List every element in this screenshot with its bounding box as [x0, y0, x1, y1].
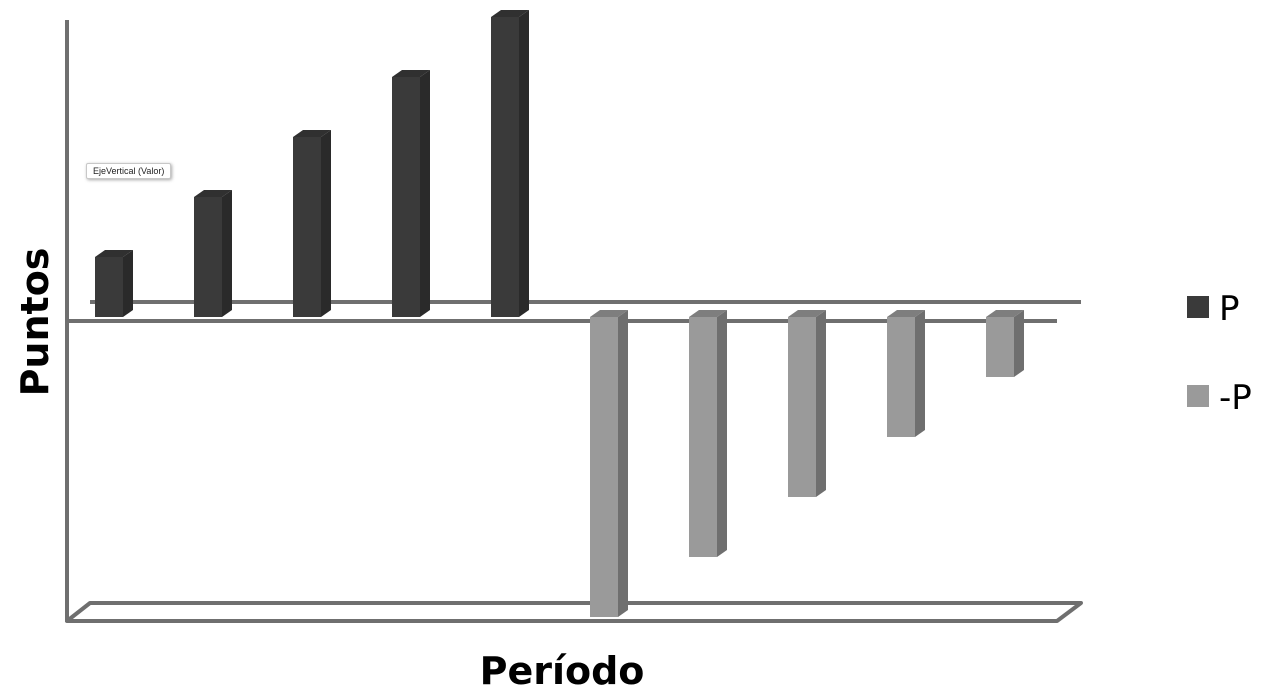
bar-p-5 — [491, 10, 529, 317]
bar-p-3 — [293, 130, 331, 317]
bar-p-1 — [95, 250, 133, 317]
legend-swatch-neg-p — [1187, 385, 1209, 407]
bar-front — [788, 317, 816, 497]
bar-neg-p-10 — [986, 310, 1024, 377]
bar-p-4 — [392, 70, 430, 317]
bar-top — [392, 70, 430, 77]
bar-p-2 — [194, 190, 232, 317]
bar-top — [986, 310, 1024, 317]
bar-neg-p-7 — [689, 310, 727, 557]
bar-top — [887, 310, 925, 317]
bar-front — [689, 317, 717, 557]
floor — [65, 601, 1083, 623]
bar-side — [1014, 310, 1024, 377]
legend-swatch-p — [1187, 296, 1209, 318]
bars — [95, 10, 1024, 617]
bar-top — [194, 190, 232, 197]
bar-side — [321, 130, 331, 317]
legend-label-p: P — [1219, 289, 1240, 329]
bar-top — [590, 310, 628, 317]
bar-front — [95, 257, 123, 317]
bar-front — [392, 77, 420, 317]
bar-side — [816, 310, 826, 497]
bar-side — [717, 310, 727, 557]
legend-label-neg-p: -P — [1219, 378, 1252, 418]
bar-side — [618, 310, 628, 617]
bar-front — [986, 317, 1014, 377]
bar-side — [915, 310, 925, 437]
bar-front — [293, 137, 321, 317]
bar-top — [293, 130, 331, 137]
y-axis-title: Puntos — [13, 248, 57, 397]
bar-front — [590, 317, 618, 617]
bar-top — [689, 310, 727, 317]
bar-side — [222, 190, 232, 317]
bar-top — [95, 250, 133, 257]
bar-top — [491, 10, 529, 17]
bar-front — [887, 317, 915, 437]
bar-top — [788, 310, 826, 317]
bar-neg-p-6 — [590, 310, 628, 617]
bar-side — [123, 250, 133, 317]
bar-front — [491, 17, 519, 317]
axis-tooltip: EjeVertical (Valor) — [86, 163, 172, 179]
bar-neg-p-8 — [788, 310, 826, 497]
bar-side — [420, 70, 430, 317]
bar-neg-p-9 — [887, 310, 925, 437]
legend: P -P — [1187, 289, 1252, 418]
x-axis-title: Período — [480, 649, 645, 692]
bar-side — [519, 10, 529, 317]
bar-front — [194, 197, 222, 317]
